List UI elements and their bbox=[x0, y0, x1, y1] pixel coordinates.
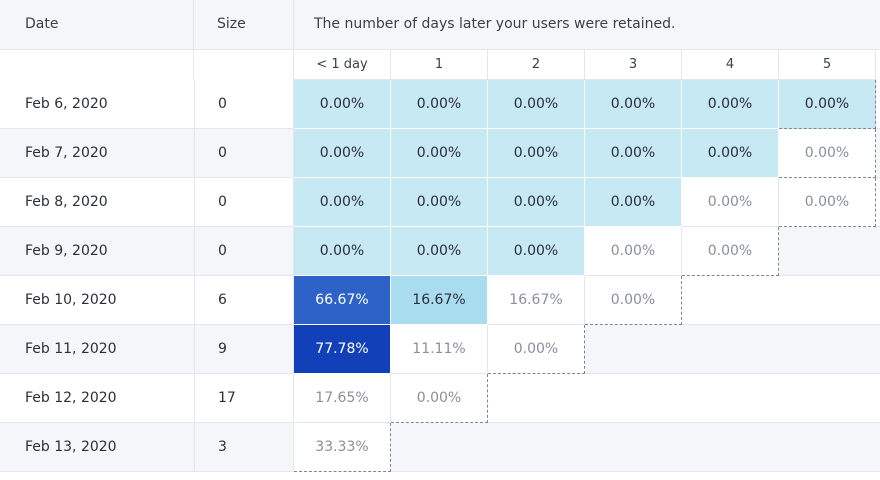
day-header-2: 2 bbox=[488, 50, 585, 80]
row-size: 17 bbox=[218, 390, 236, 406]
size-header-label: Size bbox=[217, 16, 246, 32]
row-retention-background bbox=[294, 374, 880, 423]
table-row: Feb 6, 2020 0 bbox=[0, 80, 294, 129]
retention-cell[interactable]: 0.00% bbox=[779, 80, 876, 129]
date-header-label: Date bbox=[25, 16, 59, 32]
column-divider bbox=[194, 129, 195, 177]
column-divider bbox=[194, 178, 195, 226]
retention-cell[interactable]: 0.00% bbox=[294, 227, 391, 276]
date-column-header[interactable]: Date bbox=[0, 0, 194, 50]
row-date: Feb 7, 2020 bbox=[25, 145, 108, 161]
row-date: Feb 11, 2020 bbox=[25, 341, 117, 357]
retention-cell[interactable]: 0.00% bbox=[682, 129, 779, 178]
retention-cell[interactable]: 0.00% bbox=[391, 374, 488, 423]
day-header-1: 1 bbox=[391, 50, 488, 80]
retention-cell[interactable]: 0.00% bbox=[391, 227, 488, 276]
column-divider bbox=[194, 423, 195, 471]
row-retention-background bbox=[294, 423, 880, 472]
retention-cell[interactable]: 0.00% bbox=[391, 178, 488, 227]
column-divider bbox=[293, 325, 294, 373]
day-header-5: 5 bbox=[779, 50, 876, 80]
retention-cell[interactable]: 0.00% bbox=[585, 178, 682, 227]
day-header-0: < 1 day bbox=[294, 50, 391, 80]
row-size: 0 bbox=[218, 194, 227, 210]
row-size: 9 bbox=[218, 341, 227, 357]
retention-cell[interactable]: 0.00% bbox=[682, 178, 779, 227]
subheader-spacer bbox=[0, 50, 294, 80]
subheader-size-spacer bbox=[194, 50, 294, 80]
retention-cell[interactable]: 0.00% bbox=[488, 325, 585, 374]
retention-cell[interactable]: 0.00% bbox=[294, 178, 391, 227]
subheader-date-spacer bbox=[0, 50, 194, 80]
column-divider bbox=[293, 423, 294, 471]
retention-cell[interactable]: 0.00% bbox=[391, 129, 488, 178]
row-size: 0 bbox=[218, 243, 227, 259]
table-row: Feb 7, 2020 0 bbox=[0, 129, 294, 178]
row-date: Feb 6, 2020 bbox=[25, 96, 108, 112]
column-divider bbox=[194, 374, 195, 422]
column-divider bbox=[293, 129, 294, 177]
retention-cell[interactable]: 0.00% bbox=[779, 129, 876, 178]
column-divider bbox=[194, 227, 195, 275]
retention-cell[interactable]: 0.00% bbox=[585, 276, 682, 325]
row-date: Feb 8, 2020 bbox=[25, 194, 108, 210]
day-header-3: 3 bbox=[585, 50, 682, 80]
retention-cell[interactable]: 16.67% bbox=[391, 276, 488, 325]
retention-days-header: The number of days later your users were… bbox=[294, 0, 880, 50]
column-divider bbox=[194, 80, 195, 128]
retention-cell[interactable]: 77.78% bbox=[294, 325, 391, 374]
table-row: Feb 9, 2020 0 bbox=[0, 227, 294, 276]
column-divider bbox=[293, 80, 294, 128]
retention-cell[interactable]: 66.67% bbox=[294, 276, 391, 325]
retention-cell[interactable]: 0.00% bbox=[779, 178, 876, 227]
retention-cell[interactable]: 0.00% bbox=[585, 80, 682, 129]
table-row: Feb 11, 2020 9 bbox=[0, 325, 294, 374]
row-size: 0 bbox=[218, 96, 227, 112]
row-date: Feb 12, 2020 bbox=[25, 390, 117, 406]
retention-cell[interactable]: 0.00% bbox=[391, 80, 488, 129]
table-row: Feb 10, 2020 6 bbox=[0, 276, 294, 325]
retention-cell[interactable]: 0.00% bbox=[294, 129, 391, 178]
retention-cell[interactable]: 0.00% bbox=[488, 227, 585, 276]
retention-header-title: The number of days later your users were… bbox=[314, 16, 676, 32]
column-divider bbox=[194, 325, 195, 373]
retention-cell[interactable]: 0.00% bbox=[488, 129, 585, 178]
row-size: 0 bbox=[218, 145, 227, 161]
retention-cell[interactable]: 16.67% bbox=[488, 276, 585, 325]
row-date: Feb 9, 2020 bbox=[25, 243, 108, 259]
retention-cell[interactable]: 17.65% bbox=[294, 374, 391, 423]
table-row: Feb 13, 2020 3 bbox=[0, 423, 294, 472]
retention-cell[interactable]: 0.00% bbox=[585, 129, 682, 178]
column-divider bbox=[293, 374, 294, 422]
size-column-header[interactable]: Size bbox=[194, 0, 294, 50]
retention-cell[interactable]: 0.00% bbox=[682, 227, 779, 276]
table-row: Feb 12, 2020 17 bbox=[0, 374, 294, 423]
column-divider bbox=[293, 178, 294, 226]
row-size: 6 bbox=[218, 292, 227, 308]
column-divider bbox=[293, 227, 294, 275]
column-divider bbox=[293, 276, 294, 324]
retention-cell[interactable]: 33.33% bbox=[294, 423, 391, 472]
table-row: Feb 8, 2020 0 bbox=[0, 178, 294, 227]
row-size: 3 bbox=[218, 439, 227, 455]
column-divider bbox=[194, 276, 195, 324]
retention-cell[interactable]: 11.11% bbox=[391, 325, 488, 374]
retention-cell[interactable]: 0.00% bbox=[488, 80, 585, 129]
day-header-4: 4 bbox=[682, 50, 779, 80]
row-date: Feb 13, 2020 bbox=[25, 439, 117, 455]
row-date: Feb 10, 2020 bbox=[25, 292, 117, 308]
retention-cell[interactable]: 0.00% bbox=[294, 80, 391, 129]
retention-cell[interactable]: 0.00% bbox=[682, 80, 779, 129]
retention-cell[interactable]: 0.00% bbox=[488, 178, 585, 227]
retention-cell[interactable]: 0.00% bbox=[585, 227, 682, 276]
